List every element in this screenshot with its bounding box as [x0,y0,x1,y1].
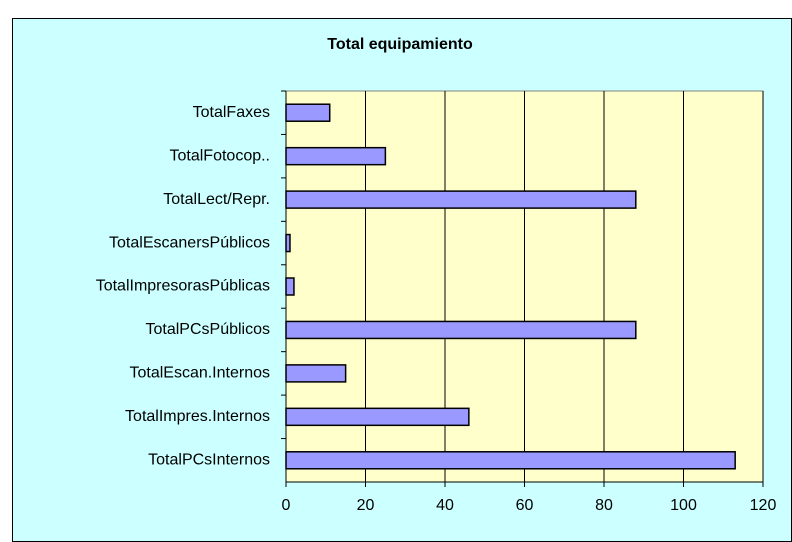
bar [285,233,291,253]
x-tick-label: 40 [436,497,454,514]
y-tick-label: TotalImpresorasPúblicas [96,278,270,295]
y-tick-label: TotalPCsPúblicos [146,321,271,338]
x-tick-label: 60 [516,497,534,514]
y-tick-label: TotalEscan.Internos [129,365,270,382]
x-tick-label: 80 [595,497,613,514]
y-tick-label: TotalFaxes [193,104,270,121]
x-tick-label: 0 [282,497,291,514]
bar [285,190,637,209]
bar [285,277,295,296]
bar [285,364,347,383]
y-tick-label: TotalFotocop.. [170,147,271,164]
x-tick-label: 20 [357,497,375,514]
bar [285,451,736,470]
chart-title: Total equipamiento [327,36,473,53]
bar [285,146,387,166]
y-tick-label: TotalEscanersPúblicos [109,234,270,251]
x-tick-label: 120 [750,497,777,514]
bar [285,320,637,340]
bar [285,407,470,427]
bar [285,103,331,122]
y-tick-label: TotalLect/Repr. [163,191,270,208]
y-tick-label: TotalPCsInternos [148,451,270,468]
x-tick-label: 100 [670,497,697,514]
y-tick-label: TotalImpres.Internos [125,408,270,425]
